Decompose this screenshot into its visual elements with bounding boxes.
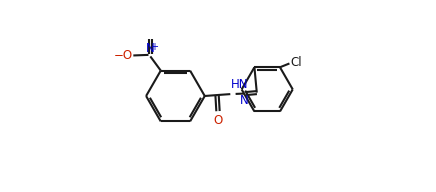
- Text: −O: −O: [113, 49, 133, 62]
- Text: N: N: [240, 94, 249, 108]
- Text: O: O: [213, 114, 223, 127]
- Text: Cl: Cl: [290, 56, 302, 69]
- Text: +: +: [150, 42, 158, 52]
- Text: N: N: [146, 42, 155, 55]
- Text: HN: HN: [231, 78, 249, 91]
